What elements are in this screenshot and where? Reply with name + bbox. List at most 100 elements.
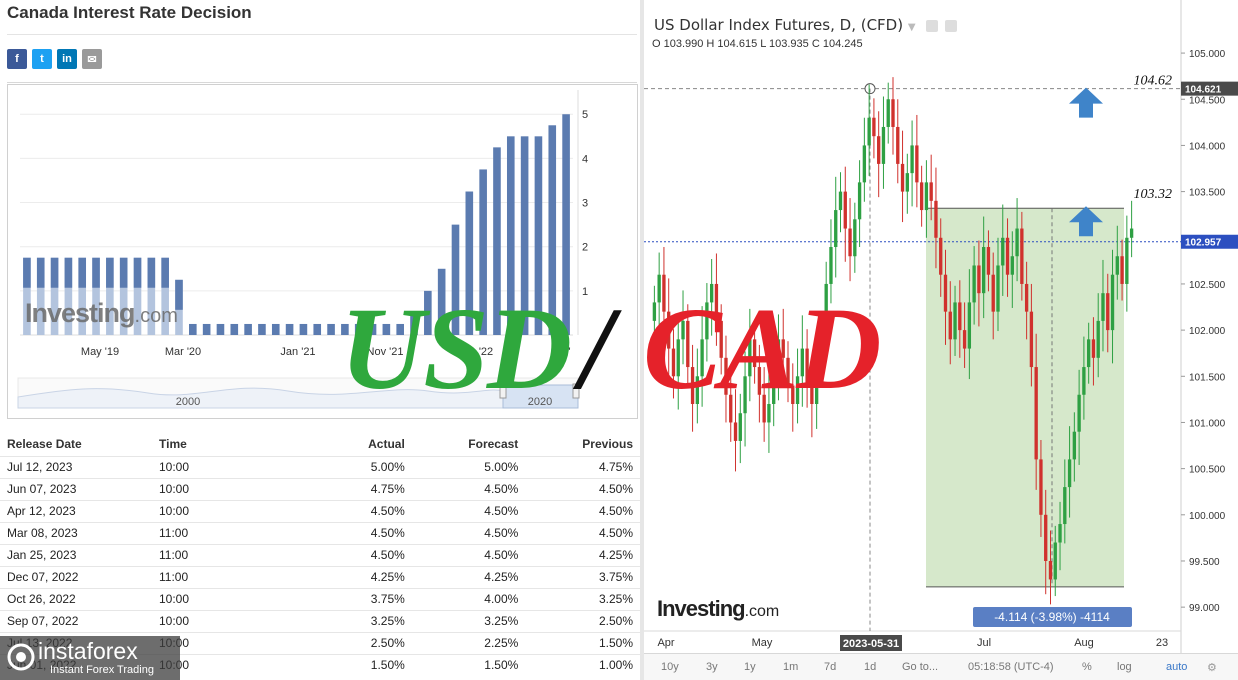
candle-body <box>690 367 695 404</box>
rate-bar <box>506 136 515 335</box>
candle-body <box>962 330 967 349</box>
candle-body <box>1091 339 1096 358</box>
gear-icon[interactable] <box>945 19 958 32</box>
candle-body <box>671 348 676 377</box>
candle-body <box>819 330 824 368</box>
price-tag-last-text: 102.957 <box>1185 238 1222 249</box>
share-buttons: f t in ✉ <box>7 49 102 69</box>
header-forecast[interactable]: Forecast <box>468 436 519 451</box>
candle-body <box>896 126 900 164</box>
rate-bar-cap <box>106 257 114 288</box>
settings-gear-icon[interactable]: ⚙ <box>1207 662 1217 674</box>
rate-bar <box>50 257 59 335</box>
candle-body <box>862 145 867 183</box>
cell-time: 11:00 <box>152 543 322 566</box>
candle-body <box>982 247 986 294</box>
x-tick-label: Jul ' <box>551 346 570 358</box>
header-time[interactable]: Time <box>159 436 187 451</box>
range-1m[interactable]: 1m <box>783 661 799 673</box>
cell-release-date: Sep 07, 2022 <box>0 609 152 632</box>
candle-body <box>681 320 685 340</box>
rate-bar <box>299 323 308 335</box>
cell-forecast: 2.25% <box>411 631 526 654</box>
candle-body <box>1115 256 1119 275</box>
candle-body <box>919 182 924 211</box>
cell-time: 11:00 <box>152 521 322 544</box>
cell-time: 10:00 <box>152 455 322 478</box>
cell-actual: 4.50% <box>322 543 412 566</box>
range-7d[interactable]: 7d <box>824 661 837 673</box>
rate-bar <box>23 257 31 335</box>
cell-time: 10:00 <box>152 609 322 632</box>
linkedin-share-button[interactable]: in <box>57 49 77 69</box>
rate-bar <box>437 268 446 335</box>
header-release-date[interactable]: Release Date <box>7 436 82 451</box>
dropdown-icon[interactable]: ▼ <box>907 22 916 33</box>
candle-body <box>1082 367 1086 395</box>
instrument-title[interactable]: US Dollar Index Futures, D, (CFD) ▼ <box>654 16 958 34</box>
price-tick-label: 102.500 <box>1189 280 1226 291</box>
price-tick-label: 105.000 <box>1189 49 1226 60</box>
page-title: Canada Interest Rate Decision <box>7 3 252 22</box>
email-share-button[interactable]: ✉ <box>82 49 102 69</box>
candle-body <box>810 385 814 404</box>
range-10y[interactable]: 10y <box>661 661 679 673</box>
x-tick-label: Mar '20 <box>165 346 201 358</box>
candle-body <box>1024 283 1029 312</box>
price-tag-last <box>1181 234 1238 249</box>
rate-bar <box>479 169 487 335</box>
cell-previous: 1.00% <box>525 653 640 676</box>
twitter-share-button[interactable]: t <box>32 49 52 69</box>
price-tick-label: 101.000 <box>1189 418 1226 429</box>
percent-toggle[interactable]: % <box>1082 661 1092 673</box>
rate-bar-cap <box>175 279 183 310</box>
range-1y[interactable]: 1y <box>744 661 756 673</box>
candle-body <box>1034 367 1038 460</box>
level-label: 103.32 <box>1134 187 1173 202</box>
y-tick-label: 1 <box>582 286 588 298</box>
candle-body <box>1010 256 1014 275</box>
price-tag-high-text: 104.621 <box>1185 85 1222 96</box>
time-tick-label: 23 <box>1156 637 1168 649</box>
facebook-share-button[interactable]: f <box>7 49 27 69</box>
candle-body <box>714 283 719 321</box>
up-arrow-icon <box>1069 206 1103 237</box>
time-tick-label: Aug <box>1074 637 1094 649</box>
candle-body <box>1005 237 1010 275</box>
range-3y[interactable]: 3y <box>706 661 718 673</box>
header-actual[interactable]: Actual <box>368 436 405 451</box>
cell-actual: 4.50% <box>322 499 412 522</box>
range-1d[interactable]: 1d <box>864 661 877 673</box>
candle-body <box>886 99 890 127</box>
x-tick-label: Nov '21 <box>367 346 404 358</box>
log-toggle[interactable]: log <box>1117 661 1132 673</box>
rate-bar <box>147 257 156 335</box>
x-tick-label: Jan '21 <box>280 346 315 358</box>
cell-actual: 4.75% <box>322 477 412 500</box>
candle-body <box>1029 311 1034 368</box>
cell-forecast: 4.50% <box>411 521 526 544</box>
candle-body <box>1106 293 1110 331</box>
candle-body <box>924 182 929 211</box>
cell-previous: 4.50% <box>525 521 640 544</box>
candle-body <box>1039 459 1043 515</box>
rate-bar <box>424 290 432 335</box>
goto-button[interactable]: Go to... <box>902 661 939 673</box>
candle-body <box>1020 228 1024 284</box>
auto-toggle[interactable]: auto <box>1166 661 1188 673</box>
cell-time: 10:00 <box>152 587 322 610</box>
candle-body <box>857 182 862 220</box>
candle-body <box>877 136 881 164</box>
price-tick-label: 99.000 <box>1189 603 1220 614</box>
timeframe-toolbar: 10y 3y 1y 1m 7d 1d Go to... 05:18:58 (UT… <box>644 653 1238 680</box>
candle-body <box>1001 237 1005 266</box>
instaforex-banner <box>0 636 180 680</box>
header-previous[interactable]: Previous <box>582 436 633 451</box>
candle-body <box>1077 394 1081 432</box>
cell-time: 11:00 <box>152 565 322 588</box>
candle-body <box>1063 487 1067 525</box>
cell-previous: 4.50% <box>525 477 640 500</box>
dxy-chart-svg: 99.000 99.500 100.000 100.500 101.000 101.500… <box>644 0 1238 653</box>
rate-bar-cap <box>50 257 59 288</box>
eye-icon[interactable] <box>926 19 939 32</box>
